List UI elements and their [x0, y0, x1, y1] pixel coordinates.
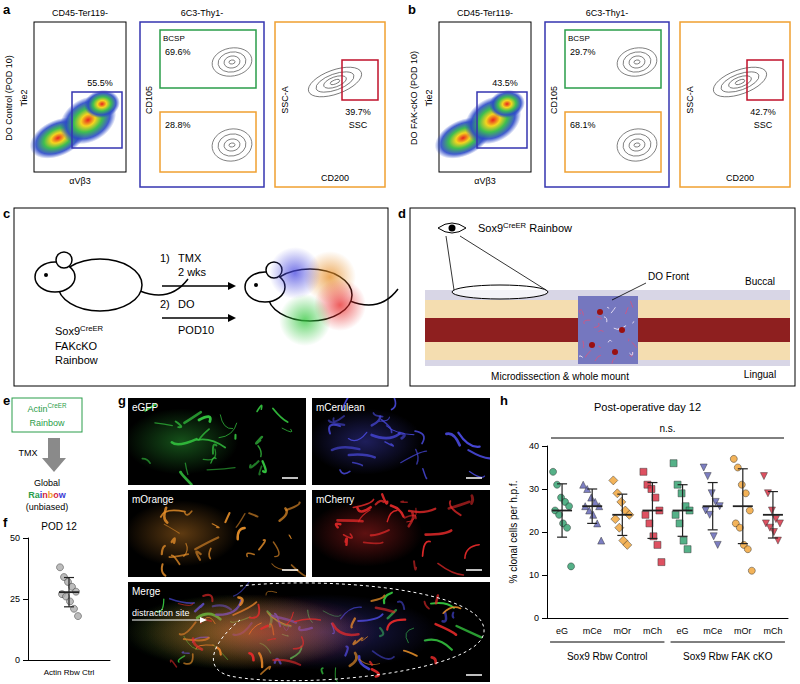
svg-text:eG: eG [677, 626, 689, 636]
svg-text:CD200: CD200 [726, 173, 754, 183]
svg-text:Actin Rbw Ctrl: Actin Rbw Ctrl [44, 668, 95, 677]
svg-text:(unbiased): (unbiased) [26, 502, 69, 512]
svg-text:Sox9CreER Rainbow: Sox9CreER Rainbow [478, 221, 572, 234]
svg-text:SSC-A: SSC-A [685, 86, 695, 114]
svg-text:e: e [3, 393, 10, 408]
svg-text:1): 1) [160, 252, 170, 264]
svg-text:Rainbow: Rainbow [28, 490, 67, 500]
svg-text:Microdissection & whole mount: Microdissection & whole mount [491, 371, 629, 382]
svg-text:CD200: CD200 [321, 173, 349, 183]
svg-text:mCe: mCe [583, 626, 602, 636]
svg-text:Tie2: Tie2 [19, 89, 29, 106]
svg-text:SSC: SSC [349, 120, 368, 130]
svg-text:39.7%: 39.7% [345, 107, 371, 117]
svg-text:c: c [3, 206, 10, 221]
svg-text:mCh: mCh [643, 626, 662, 636]
svg-text:SSC-A: SSC-A [280, 86, 290, 114]
svg-text:n.s.: n.s. [659, 423, 675, 434]
svg-text:0: 0 [15, 655, 20, 665]
svg-text:g: g [118, 393, 126, 408]
svg-text:POD10: POD10 [178, 324, 214, 336]
svg-text:TMX: TMX [19, 448, 38, 458]
svg-text:Sox9 Rbw Control: Sox9 Rbw Control [567, 651, 648, 662]
svg-text:30: 30 [529, 484, 539, 494]
svg-text:Merge: Merge [132, 586, 161, 597]
svg-text:CD105: CD105 [144, 86, 154, 114]
svg-text:eG: eG [556, 626, 568, 636]
svg-text:55.5%: 55.5% [87, 78, 113, 88]
svg-text:2): 2) [160, 298, 170, 310]
svg-text:f: f [3, 515, 8, 530]
svg-text:ActinCreER: ActinCreER [28, 402, 67, 414]
svg-text:% clonal cells per h.p.f.: % clonal cells per h.p.f. [508, 481, 519, 584]
svg-text:TMX: TMX [178, 252, 202, 264]
svg-text:69.6%: 69.6% [165, 47, 191, 57]
svg-text:d: d [398, 206, 406, 221]
svg-text:αVβ3: αVβ3 [474, 176, 495, 186]
svg-text:6C3-Thy1-: 6C3-Thy1- [181, 8, 224, 18]
svg-text:SSC: SSC [754, 120, 773, 130]
svg-text:DO FAK-cKO (POD 10): DO FAK-cKO (POD 10) [409, 51, 419, 145]
svg-text:2 wks: 2 wks [178, 266, 207, 278]
svg-text:mOrange: mOrange [132, 494, 174, 505]
svg-text:mCherry: mCherry [316, 494, 354, 505]
svg-text:mCe: mCe [703, 626, 722, 636]
svg-text:25: 25 [10, 594, 20, 604]
svg-text:Tie2: Tie2 [424, 89, 434, 106]
svg-text:Lingual: Lingual [744, 369, 776, 380]
svg-text:mCerulean: mCerulean [316, 402, 365, 413]
svg-text:0: 0 [534, 613, 539, 623]
svg-text:mOr: mOr [734, 626, 752, 636]
svg-text:DO: DO [178, 298, 195, 310]
svg-text:CD45-Ter119-: CD45-Ter119- [52, 8, 108, 18]
svg-text:20: 20 [529, 527, 539, 537]
svg-text:Buccal: Buccal [745, 276, 775, 287]
svg-text:Sox9CreER: Sox9CreER [55, 324, 104, 337]
svg-text:DO Control (POD 10): DO Control (POD 10) [4, 55, 14, 141]
svg-text:28.8%: 28.8% [165, 120, 191, 130]
svg-text:αVβ3: αVβ3 [69, 176, 90, 186]
svg-text:10: 10 [529, 570, 539, 580]
svg-text:Rainbow: Rainbow [55, 354, 98, 366]
svg-text:CD105: CD105 [549, 86, 559, 114]
svg-text:Sox9 Rbw FAK cKO: Sox9 Rbw FAK cKO [683, 651, 773, 662]
svg-text:distraction site: distraction site [132, 608, 190, 618]
svg-text:FAKcKO: FAKcKO [55, 340, 98, 352]
svg-text:DO Front: DO Front [648, 271, 689, 282]
svg-text:6C3-Thy1-: 6C3-Thy1- [586, 8, 629, 18]
svg-text:Rainbow: Rainbow [29, 418, 65, 428]
svg-text:BCSP: BCSP [163, 34, 185, 43]
svg-text:50: 50 [10, 533, 20, 543]
svg-text:43.5%: 43.5% [492, 78, 518, 88]
svg-text:BCSP: BCSP [568, 34, 590, 43]
svg-text:Global: Global [34, 478, 60, 488]
svg-text:b: b [408, 2, 416, 17]
svg-text:CD45-Ter119-: CD45-Ter119- [457, 8, 513, 18]
svg-text:h: h [500, 393, 508, 408]
svg-text:Post-operative day 12: Post-operative day 12 [594, 401, 701, 413]
svg-text:eGFP: eGFP [132, 402, 158, 413]
svg-text:42.7%: 42.7% [750, 107, 776, 117]
svg-text:mCh: mCh [763, 626, 782, 636]
svg-text:29.7%: 29.7% [570, 47, 596, 57]
svg-text:40: 40 [529, 441, 539, 451]
svg-text:POD 12: POD 12 [41, 521, 77, 532]
svg-text:mOr: mOr [614, 626, 632, 636]
svg-text:a: a [3, 2, 11, 17]
svg-text:68.1%: 68.1% [570, 120, 596, 130]
